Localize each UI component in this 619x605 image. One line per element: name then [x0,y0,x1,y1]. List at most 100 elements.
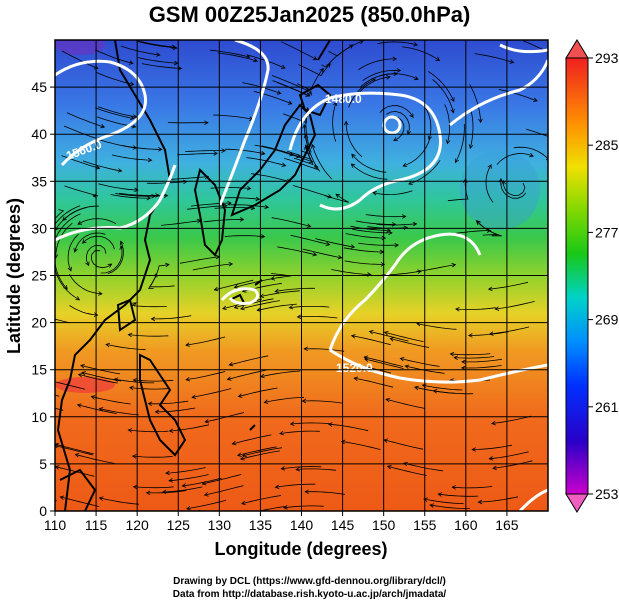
streamline-arrowhead [307,90,312,96]
streamline [416,264,456,273]
contour-label-1520: 1520.0 [336,361,373,375]
streamline [352,228,393,234]
streamline [315,238,355,248]
streamline-arrowhead [263,399,269,404]
streamline [202,474,242,485]
streamline-arrowhead [477,499,483,505]
streamline [331,269,371,276]
streamline-arrowhead [191,394,197,399]
streamline [400,358,440,367]
streamline-arrowhead [289,152,295,157]
streamline-arrowhead [560,139,564,143]
streamline [185,150,226,152]
streamline-arrowhead [340,439,346,445]
streamline [489,451,529,460]
streamline [55,394,60,397]
streamline [234,298,274,309]
streamline-arrowhead [128,60,134,65]
streamline [55,499,57,502]
streamline-arrowhead [282,505,288,510]
streamline [82,235,115,250]
colorbar-tick-label: 285 [595,137,619,153]
streamline-arrowhead [402,162,408,167]
streamline [95,49,134,64]
streamline [489,326,530,335]
streamline-arrowhead [239,217,245,222]
streamline-arrowhead [119,240,124,246]
streamline [275,287,315,292]
streamline-arrowhead [413,75,419,81]
colorbar: 253 261 269 277 285 293 [565,39,619,513]
streamline [67,233,79,271]
streamline [344,260,385,265]
streamline-arrowhead [312,251,318,257]
streamline-arrowhead [403,225,409,231]
streamline [284,158,319,171]
streamline-arrowhead [408,180,413,185]
streamline [264,396,305,403]
streamline-arrowhead [288,304,294,310]
x-tick-label: 125 [167,517,191,533]
streamline-arrowhead [279,430,284,436]
streamline-arrowhead [145,490,151,496]
streamline-arrowhead [213,151,219,156]
streamline [68,273,102,295]
streamline [279,430,320,434]
streamline [390,338,430,348]
streamline-arrowhead [213,286,219,292]
streamline [55,209,65,220]
streamline [55,407,64,411]
streamline-arrowhead [350,163,356,168]
streamline [130,302,167,308]
contour-1560-southwest [55,164,177,242]
streamline-arrowhead [335,193,341,199]
contour-1560-north [218,40,270,206]
y-tick-label: 35 [31,173,47,189]
streamline-arrowhead [337,254,343,260]
streamline-arrowhead [413,42,418,47]
streamline [454,356,495,359]
credit-block: Drawing by DCL (https://www.gfd-dennou.o… [0,575,619,601]
streamline [75,454,115,464]
streamline-arrowhead [221,305,227,311]
streamline-arrowhead [85,261,90,267]
streamline [148,273,175,288]
streamline [62,205,100,221]
streamline [364,358,404,369]
contour-ne [499,43,548,54]
streamline-arrowhead [226,376,232,381]
streamline-arrowhead [131,123,137,129]
streamline-arrowhead [363,355,369,360]
streamline [192,388,232,398]
streamline-arrowhead [449,351,455,357]
streamline [162,486,203,493]
streamline-arrowhead [450,108,455,114]
streamline [85,244,107,266]
streamline-arrowhead [98,496,104,501]
streamline [165,467,206,474]
streamline-arrowhead [311,143,316,149]
streamline-arrowhead [281,162,287,167]
streamline [250,173,291,183]
streamline [345,121,363,158]
streamline [321,44,354,68]
streamline-arrowhead [59,495,65,500]
streamline [119,192,160,196]
contour-1560-west [55,59,148,167]
streamline [450,353,491,356]
streamline [78,374,118,384]
streamline [261,145,301,158]
streamline [106,344,146,351]
streamline [110,194,151,199]
y-tick-label: 45 [31,79,47,95]
streamline [55,443,94,455]
streamline [430,504,470,509]
streamline-arrowhead [253,57,258,63]
streamline-arrowhead [168,428,174,433]
streamline [260,290,300,297]
x-axis-ticks: 110 115 120 125 130 135 140 145 150 155 160 165 [44,511,519,533]
streamline [496,153,534,165]
streamline-arrowhead [351,153,356,159]
streamline [275,483,316,488]
